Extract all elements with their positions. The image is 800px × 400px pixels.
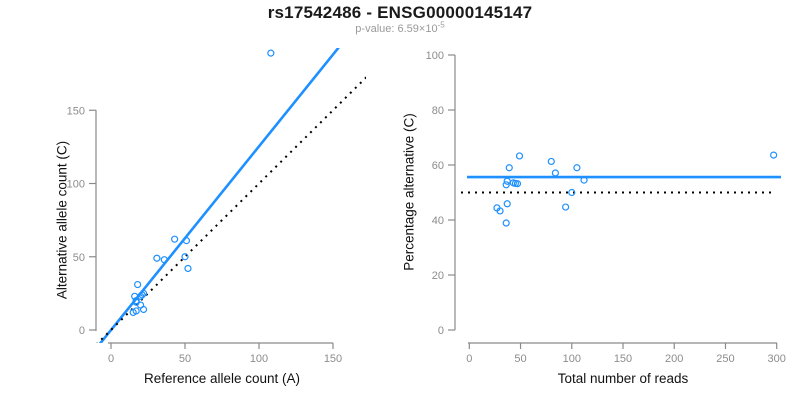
- x-tick-label: 150: [614, 353, 632, 365]
- data-point: [134, 280, 142, 289]
- data-point: [513, 180, 522, 188]
- y-tick-label: 0: [438, 325, 444, 337]
- y-tick-label: 100: [67, 179, 85, 191]
- pvalue-text: p-value: 6.59×10: [355, 23, 438, 35]
- data-point: [181, 253, 189, 261]
- pvalue-exponent: -5: [437, 20, 445, 30]
- data-point: [568, 188, 576, 197]
- data-point: [770, 151, 778, 159]
- data-point: [515, 152, 524, 160]
- x-tick-label: 200: [665, 353, 683, 365]
- figure-subtitle: p-value: 6.59×10-5: [0, 20, 800, 35]
- data-point: [580, 176, 588, 184]
- data-point: [139, 305, 148, 314]
- fit-lines-group: [96, 48, 366, 343]
- data-point: [184, 264, 192, 273]
- data-point: [132, 307, 140, 315]
- y-tick-label: 80: [432, 105, 444, 117]
- right-plot-x-axis-title: Total number of reads: [557, 371, 689, 386]
- data-point: [496, 207, 504, 215]
- y-tick-label: 0: [79, 325, 85, 337]
- data-point: [503, 200, 511, 208]
- left-plot-x-axis-title: Reference allele count (A): [143, 371, 301, 386]
- data-point: [502, 181, 510, 189]
- data-point: [160, 256, 168, 264]
- left-plot-y-axis-title: Alternative allele count (C): [54, 140, 70, 300]
- data-point: [138, 291, 146, 299]
- x-tick-label: 150: [324, 353, 342, 365]
- data-point: [505, 164, 513, 172]
- data-point: [153, 254, 161, 262]
- x-tick-label: 250: [716, 353, 734, 365]
- y-tick-label: 50: [73, 252, 85, 264]
- data-point: [502, 219, 510, 227]
- data-point: [503, 177, 511, 185]
- data-point: [267, 49, 275, 57]
- x-tick-label: 0: [108, 353, 114, 365]
- x-tick-label: 0: [466, 353, 472, 365]
- y-tick-label: 150: [67, 105, 85, 117]
- y-tick-label: 20: [432, 270, 444, 282]
- data-point: [547, 157, 555, 166]
- x-tick-label: 100: [563, 353, 581, 365]
- data-point: [171, 235, 179, 243]
- right-scatter-plot: 0 50 100 150 200 250 300 0 20 40 60 80 100: [426, 50, 786, 365]
- data-point: [573, 164, 581, 172]
- data-point: [132, 297, 140, 305]
- y-tick-label: 100: [426, 50, 444, 62]
- x-tick-label: 100: [250, 353, 268, 365]
- x-tick-label: 300: [768, 353, 786, 365]
- allelic-ratio-fit-line: [98, 48, 340, 343]
- figure-title: rs17542486 - ENSG00000145147: [267, 3, 533, 22]
- right-plot-y-axis-title: Percentage alternative (C): [401, 113, 417, 271]
- x-tick-label: 50: [179, 353, 191, 365]
- data-point: [562, 203, 570, 211]
- fit-lines-group: [461, 175, 781, 194]
- data-point: [139, 289, 148, 297]
- y-tick-label: 60: [432, 160, 444, 172]
- y-tick-label: 40: [432, 215, 444, 227]
- left-scatter-plot: 0 50 100 150 0 50 100 150: [67, 48, 366, 365]
- data-point: [182, 237, 191, 245]
- x-tick-label: 50: [514, 353, 526, 365]
- data-point: [551, 169, 559, 177]
